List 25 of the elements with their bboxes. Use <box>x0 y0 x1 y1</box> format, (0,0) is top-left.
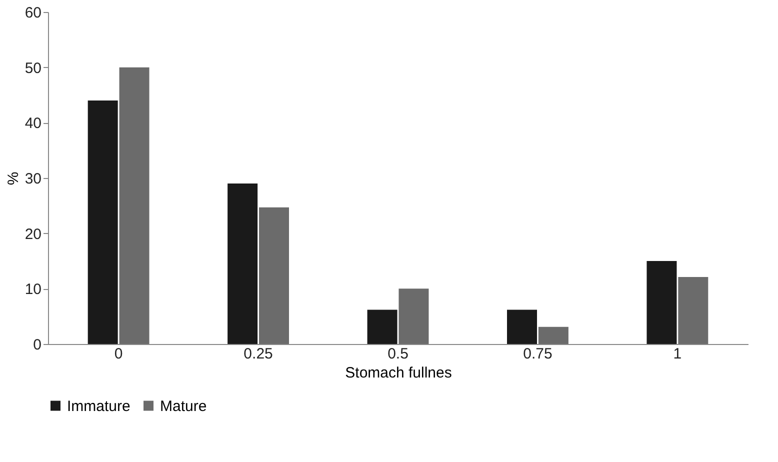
x-tick-label: 0.5 <box>388 346 408 362</box>
y-axis-title: % <box>4 172 22 186</box>
x-axis-title: Stomach fullnes <box>345 364 452 382</box>
bar <box>259 207 289 344</box>
legend-label: Mature <box>160 398 207 415</box>
y-tick-label: 30 <box>24 170 42 188</box>
legend-label: Immature <box>67 398 130 415</box>
bar <box>678 277 708 344</box>
bar <box>228 184 258 344</box>
bar <box>507 310 537 344</box>
x-tick-label: 0 <box>114 346 123 362</box>
x-tick-label: 0.25 <box>244 346 273 362</box>
x-tick-label: 1 <box>673 346 682 362</box>
bar <box>88 100 118 344</box>
bar <box>367 310 398 344</box>
y-tick-label: 40 <box>24 115 42 132</box>
bar <box>398 288 429 344</box>
y-tick-label: 10 <box>24 281 42 298</box>
bar <box>119 67 150 344</box>
y-tick-label: 60 <box>24 4 42 22</box>
y-tick-label: 50 <box>24 60 42 77</box>
x-tick-label: 0.75 <box>523 346 552 362</box>
bar <box>646 261 677 344</box>
y-tick-label: 20 <box>24 226 42 243</box>
bar <box>538 326 568 344</box>
